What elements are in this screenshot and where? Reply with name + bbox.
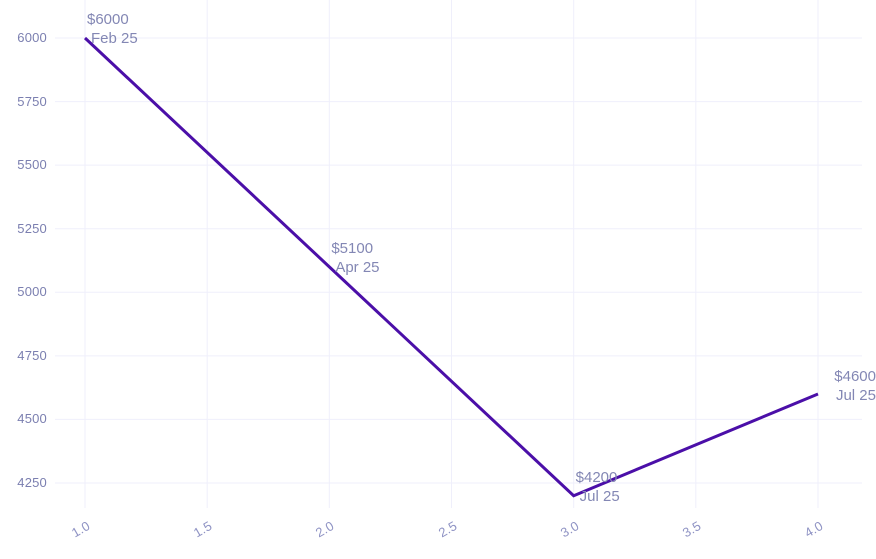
y-axis-tick-label: 5500 (17, 157, 47, 173)
y-axis-tick-label: 5250 (17, 220, 47, 236)
horizontal-gridlines (55, 37, 862, 484)
y-axis-tick-label: 5750 (17, 93, 47, 109)
vertical-gridlines (84, 0, 819, 508)
y-axis-tick-label: 4250 (17, 475, 47, 490)
y-axis-tick-label: 4500 (17, 411, 47, 427)
data-series-line (83, 36, 819, 498)
y-axis-tick-label: 5000 (17, 284, 47, 300)
y-axis-tick-label: 4750 (17, 347, 47, 363)
y-axis-tick-label: 6000 (17, 30, 47, 45)
